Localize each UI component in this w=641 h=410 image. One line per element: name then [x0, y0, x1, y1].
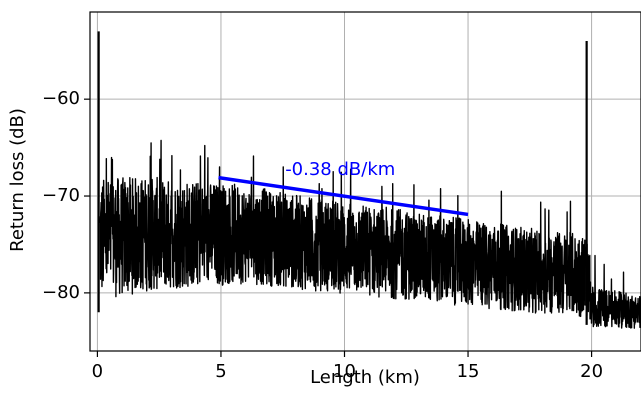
- fit-line: [218, 175, 469, 217]
- x-axis-label: Length (km): [310, 367, 420, 388]
- y-tick-label: −70: [42, 185, 80, 206]
- grid: [90, 12, 641, 351]
- y-tick-label: −80: [42, 282, 80, 303]
- noise-trace: [99, 139, 641, 329]
- x-tick-label: 15: [457, 361, 480, 382]
- slope-annotation: -0.38 dB/km: [285, 159, 395, 180]
- x-tick-label: 10: [333, 361, 356, 382]
- axes: -0.38 dB/km 0 5 10 15 20 −60 −70 −80: [42, 11, 641, 382]
- y-tick-label: −60: [42, 88, 80, 109]
- plot-frame: [89, 11, 641, 352]
- y-axis-label: Return loss (dB): [7, 108, 28, 252]
- x-tick-label: 0: [92, 361, 103, 382]
- x-tick-label: 20: [580, 361, 603, 382]
- x-tick-label: 5: [215, 361, 226, 382]
- plot-area: [97, 31, 641, 329]
